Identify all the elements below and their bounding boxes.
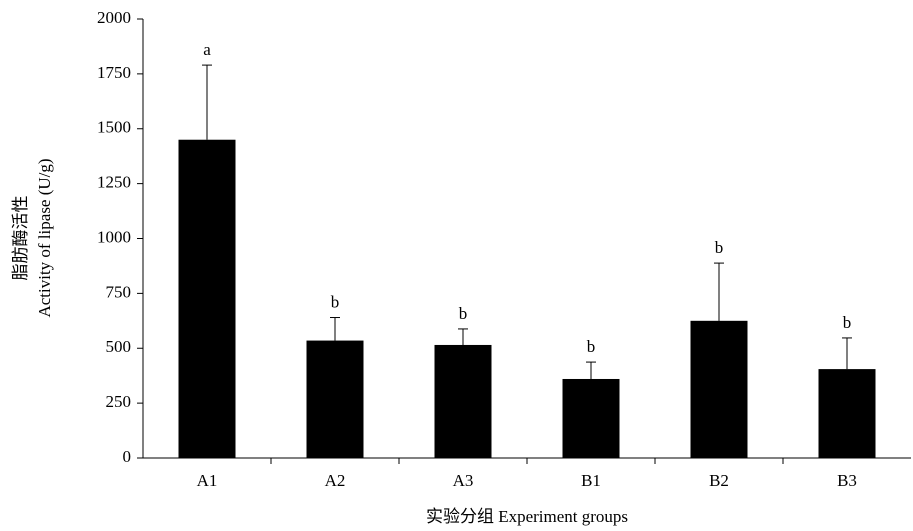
y-tick-label: 250 bbox=[106, 392, 132, 411]
y-tick-label: 0 bbox=[123, 447, 132, 466]
x-axis-label: 实验分组 Experiment groups bbox=[426, 507, 628, 526]
significance-letter: b bbox=[459, 304, 468, 323]
significance-letter: b bbox=[843, 313, 852, 332]
y-tick-label: 500 bbox=[106, 337, 132, 356]
x-tick-label: B2 bbox=[709, 471, 729, 490]
y-tick-label: 1000 bbox=[97, 227, 131, 246]
y-tick-label: 1250 bbox=[97, 173, 131, 192]
y-tick-label: 750 bbox=[106, 282, 132, 301]
bar bbox=[562, 378, 620, 458]
y-tick-label: 1750 bbox=[97, 63, 131, 82]
significance-letter: b bbox=[587, 337, 596, 356]
bar bbox=[434, 344, 492, 458]
bar bbox=[178, 139, 236, 458]
bar bbox=[306, 340, 364, 458]
bar bbox=[690, 320, 748, 458]
y-axis-label: Activity of lipase (U/g) bbox=[35, 158, 54, 317]
y-tick-label: 1500 bbox=[97, 118, 131, 137]
significance-letter: b bbox=[715, 238, 724, 257]
x-tick-label: A1 bbox=[197, 471, 218, 490]
y-axis-label: 脂肪酶活性 bbox=[11, 196, 30, 281]
x-tick-label: B1 bbox=[581, 471, 601, 490]
significance-letter: b bbox=[331, 292, 340, 311]
y-tick-label: 2000 bbox=[97, 8, 131, 27]
significance-letter: a bbox=[203, 40, 211, 59]
x-tick-label: B3 bbox=[837, 471, 857, 490]
x-tick-label: A3 bbox=[453, 471, 474, 490]
bar bbox=[818, 369, 876, 458]
x-tick-label: A2 bbox=[325, 471, 346, 490]
